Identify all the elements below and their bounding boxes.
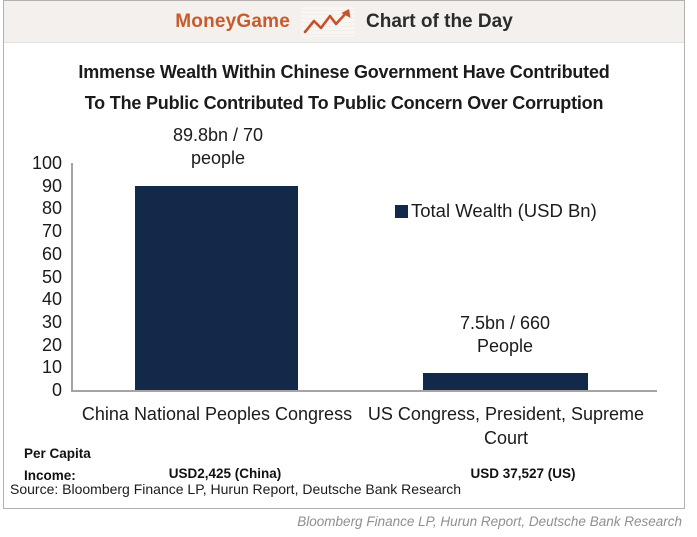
y-tick-label: 80 bbox=[41, 198, 62, 219]
header-title: Chart of the Day bbox=[366, 10, 513, 32]
brand-name: MoneyGame bbox=[175, 10, 291, 32]
chart-title-line2: To The Public Contributed To Public Conc… bbox=[84, 93, 604, 113]
y-axis: 0 10 20 30 40 50 60 70 80 90 100 bbox=[12, 0, 62, 420]
y-tick-label: 70 bbox=[41, 221, 62, 242]
bar-annotation-line: 89.8bn / 70 bbox=[172, 125, 264, 145]
bar-annotation-line: People bbox=[476, 336, 534, 356]
stock-chart-icon bbox=[301, 6, 356, 37]
bar-annotation-line: people bbox=[190, 148, 246, 168]
category-label-us: US Congress, President, Supreme Court bbox=[367, 404, 645, 448]
bar bbox=[423, 373, 588, 390]
y-tick-label: 50 bbox=[41, 266, 62, 287]
china-income-value: USD2,425 (China) bbox=[168, 466, 282, 481]
content-frame bbox=[3, 0, 685, 509]
y-tick-label: 100 bbox=[31, 153, 62, 173]
bar-annotation-china: 89.8bn / 70 people bbox=[98, 124, 338, 170]
legend-label: Total Wealth (USD Bn) bbox=[411, 200, 597, 221]
y-tick-label: 10 bbox=[41, 357, 62, 378]
attribution-note: Bloomberg Finance LP, Hurun Report, Deut… bbox=[297, 514, 682, 529]
category-label-china: China National Peoples Congress bbox=[81, 404, 353, 424]
per-capita-label: Per Capita Income: bbox=[24, 443, 91, 487]
per-capita-line1: Per Capita bbox=[24, 446, 91, 461]
y-tick-label: 30 bbox=[41, 311, 62, 332]
y-tick-label: 60 bbox=[41, 243, 62, 264]
bar bbox=[135, 186, 298, 390]
per-capita-line2: Income: bbox=[24, 468, 76, 483]
y-tick-label: 40 bbox=[41, 289, 62, 310]
bar-annotation-line: 7.5bn / 660 bbox=[459, 313, 551, 333]
chart-title-line1: Immense Wealth Within Chinese Government… bbox=[78, 62, 610, 82]
header-banner: MoneyGame Chart of the Day bbox=[4, 1, 684, 43]
y-axis-line bbox=[71, 163, 73, 391]
bar-annotation-us: 7.5bn / 660 People bbox=[385, 312, 625, 358]
y-tick-label: 0 bbox=[51, 380, 62, 400]
source-note: Source: Bloomberg Finance LP, Hurun Repo… bbox=[10, 481, 462, 497]
us-income-value: USD 37,527 (US) bbox=[470, 466, 576, 481]
y-tick-label: 90 bbox=[41, 175, 62, 196]
y-tick-label: 20 bbox=[41, 334, 62, 355]
legend-swatch bbox=[395, 205, 408, 218]
x-axis-line bbox=[71, 390, 657, 392]
chart-title: Immense Wealth Within Chinese Government… bbox=[4, 57, 684, 119]
legend: Total Wealth (USD Bn) bbox=[395, 200, 597, 222]
